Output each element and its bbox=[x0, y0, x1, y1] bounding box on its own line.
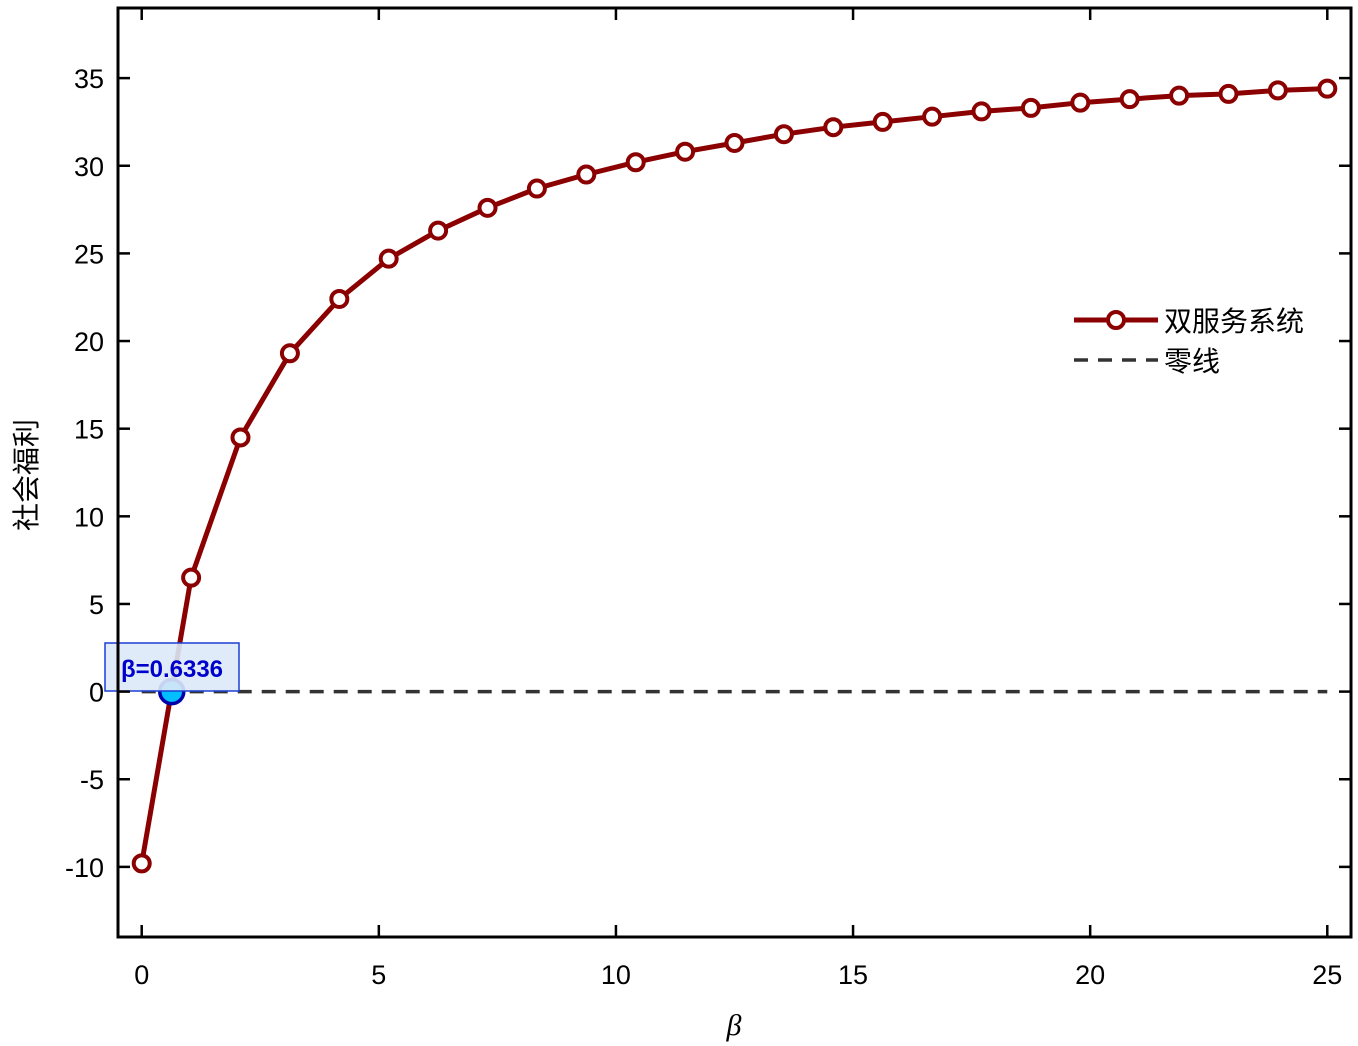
legend-label-series-1: 双服务系统 bbox=[1164, 305, 1304, 338]
y-tick-label: 5 bbox=[89, 590, 104, 620]
series-layer bbox=[131, 78, 1338, 874]
data-point bbox=[675, 141, 696, 162]
legend-marker-series-1 bbox=[1106, 310, 1126, 330]
data-point bbox=[724, 132, 745, 153]
data-point bbox=[1317, 78, 1338, 99]
data-point bbox=[230, 427, 251, 448]
x-tick-label: 20 bbox=[1075, 960, 1105, 990]
legend: 双服务系统 零线 bbox=[1074, 305, 1304, 378]
data-point bbox=[477, 197, 498, 218]
x-axis-ticks: 0 5 10 15 20 25 bbox=[134, 8, 1342, 990]
y-axis-ticks: -10 -5 0 5 10 15 20 25 30 35 bbox=[65, 64, 1351, 883]
data-point bbox=[773, 124, 794, 145]
data-point bbox=[576, 164, 597, 185]
data-point bbox=[823, 117, 844, 138]
data-point bbox=[1169, 85, 1190, 106]
y-tick-label: 20 bbox=[74, 327, 104, 357]
y-axis-label: 社会福利 bbox=[10, 419, 43, 531]
y-tick-label: 0 bbox=[89, 678, 104, 708]
plot-frame bbox=[116, 6, 1353, 939]
data-point bbox=[329, 288, 350, 309]
data-point bbox=[1020, 97, 1041, 118]
annotation-box bbox=[104, 642, 240, 692]
data-point bbox=[131, 853, 152, 874]
y-tick-label: 30 bbox=[74, 152, 104, 182]
data-point bbox=[378, 248, 399, 269]
y-tick-label: 25 bbox=[74, 239, 104, 269]
y-tick-label: 15 bbox=[74, 415, 104, 445]
data-point bbox=[526, 178, 547, 199]
data-point bbox=[181, 567, 202, 588]
data-point bbox=[279, 343, 300, 364]
data-point bbox=[1218, 83, 1239, 104]
data-point bbox=[1267, 80, 1288, 101]
y-tick-label: -10 bbox=[65, 853, 104, 883]
x-axis-label: β bbox=[726, 1009, 742, 1042]
x-tick-label: 5 bbox=[371, 960, 386, 990]
y-tick-label: 35 bbox=[74, 64, 104, 94]
legend-label-series-2: 零线 bbox=[1164, 345, 1220, 378]
y-tick-label: -5 bbox=[80, 765, 104, 795]
data-point bbox=[872, 111, 893, 132]
x-tick-label: 25 bbox=[1312, 960, 1342, 990]
data-point bbox=[1070, 92, 1091, 113]
data-point bbox=[1119, 89, 1140, 110]
data-point bbox=[428, 220, 449, 241]
data-point bbox=[625, 152, 646, 173]
plot-background bbox=[118, 8, 1351, 937]
y-tick-label: 10 bbox=[74, 502, 104, 532]
annotation-label: β=0.6336 bbox=[121, 656, 223, 683]
x-tick-label: 0 bbox=[134, 960, 149, 990]
x-tick-label: 15 bbox=[838, 960, 868, 990]
annotation-layer: β=0.6336 bbox=[104, 642, 240, 706]
data-point bbox=[971, 101, 992, 122]
data-point bbox=[922, 106, 943, 127]
x-tick-label: 10 bbox=[601, 960, 631, 990]
